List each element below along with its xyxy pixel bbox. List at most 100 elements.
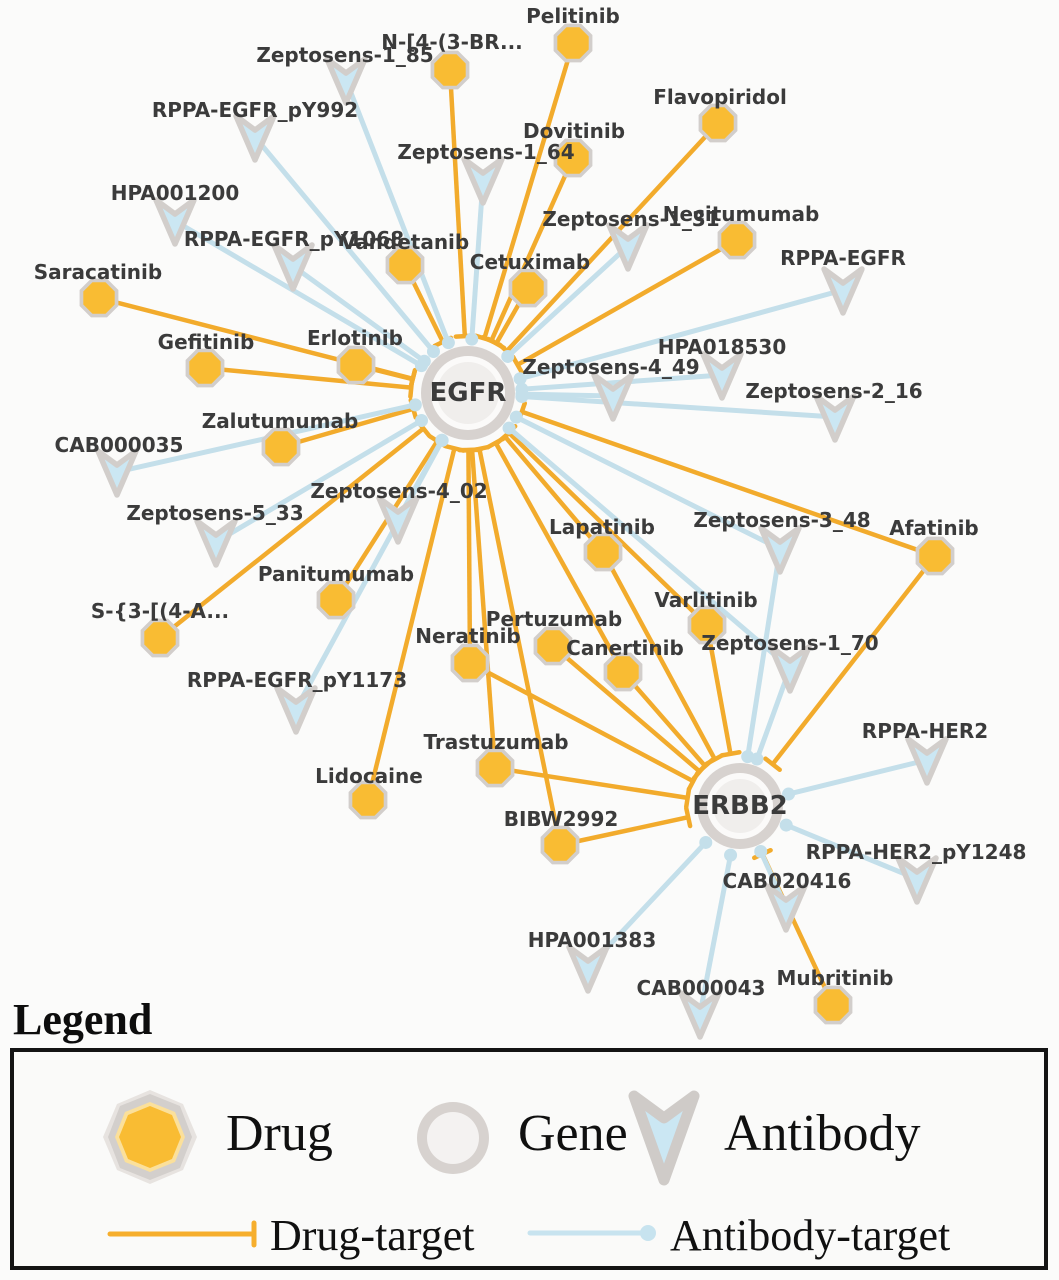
antibody-node-zeptosens-1-64[interactable] [461,156,505,206]
antibody-node-rppa-egfr-py1068[interactable] [271,242,315,292]
legend-box: Drug Gene Antibody Drug-target Antibody-… [10,1048,1048,1270]
antibody-node-zeptosens-3-48[interactable] [758,525,802,575]
antibody-node-rppa-egfr-py992[interactable] [233,113,277,163]
drug-node-lapatinib[interactable] [583,532,623,572]
edge-dot [515,390,529,404]
antibody-node-cab000043[interactable] [678,990,722,1040]
node-label-pelitinib: Pelitinib [526,4,620,28]
edge-dot [465,332,479,346]
antibody-node-rppa-her2-py1248[interactable] [895,855,939,905]
antibody-node-zeptosens-5-33[interactable] [194,518,238,568]
edge-dot [513,372,527,386]
antibody-node-zeptosens-1-31[interactable] [606,222,650,272]
drug-node-flavopiridol[interactable] [698,103,738,143]
edge-tee [408,368,418,391]
drug-node-cetuximab[interactable] [508,268,548,308]
drug-node-necitumumab[interactable] [717,220,757,260]
node-label-flavopiridol: Flavopiridol [653,85,787,109]
node-label-rppa-egfr-py992: RPPA-EGFR_pY992 [152,98,358,122]
edge-pertuzumab-erbb2 [551,644,702,774]
antibody-node-hpa001383[interactable] [566,944,610,994]
edge-zeptosens-3-48-egfr [515,414,782,552]
drug-node-n4-3br[interactable] [430,50,470,90]
edge-necitumumab-egfr [516,238,739,367]
antibody-node-zeptosens-4-02[interactable] [376,495,420,545]
antibody-node-cab000035[interactable] [95,448,139,498]
antibody-node-rppa-her2[interactable] [905,736,949,786]
node-label-zeptosens-5-33: Zeptosens-5_33 [126,501,303,525]
antibody-node-zeptosens-4-49[interactable] [591,372,635,422]
drug-node-canertinib[interactable] [603,652,643,692]
legend-label-gene: Gene [518,1105,628,1162]
legend-label-drug-target: Drug-target [270,1211,475,1260]
edge-tee [684,806,693,829]
node-label-cetuximab: Cetuximab [470,250,590,274]
edge-n4-3br-egfr [447,69,468,337]
edge-cab000043-erbb2 [697,854,734,1015]
edge-lapatinib-erbb2 [601,550,717,761]
edge-gefitinib-egfr [204,365,412,390]
edge-afatinib-erbb2 [770,554,937,766]
edge-trastuzumab-egfr [469,449,498,769]
antibody-node-hpa001200[interactable] [153,197,197,247]
node-label-cab020416: CAB020416 [723,869,852,893]
drug-node-varlitinib[interactable] [687,605,727,645]
drug-node-trastuzumab[interactable] [475,748,515,788]
antibody-node-zeptosens-1-85[interactable] [324,56,368,106]
drug-node-gefitinib[interactable] [185,348,225,388]
antibody-node-cab020416[interactable] [764,883,808,933]
antibody-target-legend-icon [527,1225,656,1241]
drug-node-panitumumab[interactable] [316,580,356,620]
drug-node-vandetanib[interactable] [385,245,425,285]
antibody-node-rppa-egfr-py1173[interactable] [274,685,318,735]
edge-tee [719,749,742,758]
edge-dot [441,336,455,350]
edge-varlitinib-erbb2 [704,624,733,755]
drug-node-s3-4a[interactable] [140,618,180,658]
edge-dot [699,835,713,849]
drug-node-saracatinib[interactable] [79,278,119,318]
drug-node-afatinib[interactable] [915,536,955,576]
node-label-zeptosens-2-16: Zeptosens-2_16 [745,379,922,403]
gene-legend-icon [417,1102,489,1174]
drug-node-neratinib[interactable] [450,643,490,683]
edge-neratinib-erbb2 [468,661,695,784]
edge-bibw2992-erbb2 [559,815,689,848]
edge-dot [426,344,440,358]
gene-node-egfr[interactable]: EGFR [421,346,515,440]
gene-node-erbb2[interactable]: ERBB2 [692,763,788,849]
antibody-node-hpa018530[interactable] [700,351,744,401]
antibody-node-zeptosens-1-70[interactable] [768,644,812,694]
edge-dot [435,433,449,447]
drug-node-dovitinib[interactable] [553,138,593,178]
drug-node-mubritinib[interactable] [813,985,853,1025]
edge-bibw2992-egfr [477,448,563,846]
drug-node-zalutumumab[interactable] [261,427,301,467]
drug-node-lidocaine[interactable] [348,780,388,820]
drug-node-pertuzumab[interactable] [533,626,573,666]
edge-rppa-her2-py1248-erbb2 [785,822,918,882]
edge-tee [486,336,507,351]
drug-node-erlotinib[interactable] [336,345,376,385]
edge-canertinib-erbb2 [621,670,707,768]
drug-target-legend-icon [107,1220,257,1248]
node-label-dovitinib: Dovitinib [523,119,625,143]
antibody-node-rppa-egfr[interactable] [821,266,865,316]
node-label-zeptosens-1-85: Zeptosens-1_85 [256,43,433,67]
edge-tee [686,770,700,792]
node-label-zeptosens-4-49: Zeptosens-4_49 [522,355,699,379]
edge-rppa-her2-erbb2 [787,757,928,797]
node-label-zeptosens-1-70: Zeptosens-1_70 [701,631,878,655]
edge-neratinib-egfr [466,449,473,664]
drug-node-bibw2992[interactable] [540,825,580,865]
drug-legend-icon [103,1090,197,1184]
edge-zalutumumab-egfr [280,406,414,450]
drug-node-pelitinib[interactable] [553,23,593,63]
edge-dot [750,752,764,766]
node-label-s3-4a: S-{3-[(4-A... [91,599,229,623]
node-label-trastuzumab: Trastuzumab [423,730,568,754]
edge-rppa-egfr-egfr [519,287,844,382]
edge-dovitinib-egfr [489,157,576,342]
antibody-node-zeptosens-2-16[interactable] [813,393,857,443]
